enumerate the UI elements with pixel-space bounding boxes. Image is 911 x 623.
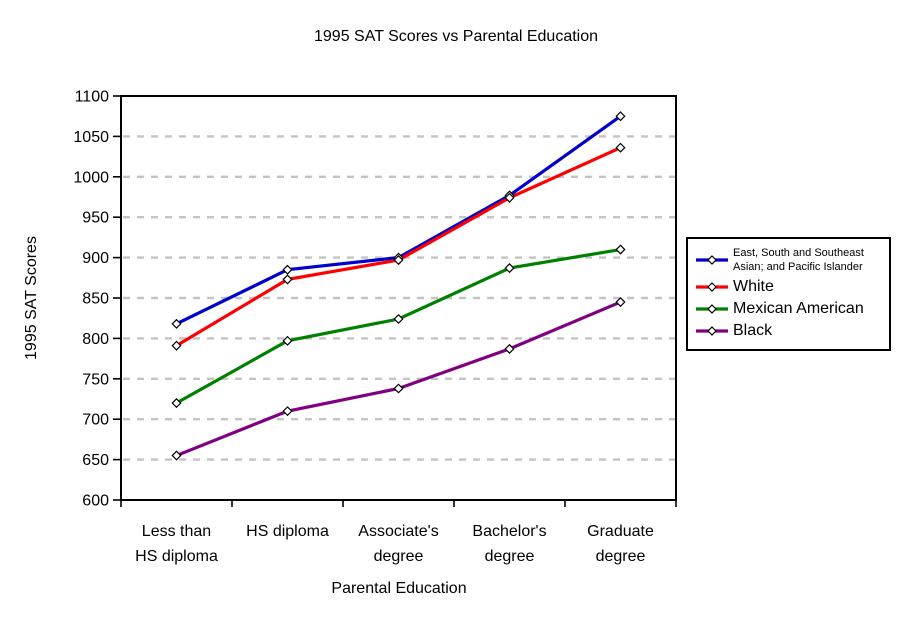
x-tick-label: Associate's degree <box>358 523 438 565</box>
data-point-marker-white <box>393 254 404 266</box>
legend-marker-mexican-american-icon <box>696 303 728 314</box>
data-point-marker-white <box>171 340 182 351</box>
y-tick-label: 800 <box>82 331 109 348</box>
data-point-marker-east-south-and-southeast-asian-and-pacific-islander <box>282 264 293 275</box>
data-point-marker-black <box>393 383 404 394</box>
legend-label: White <box>733 277 774 295</box>
data-point-marker-mexican-american <box>504 263 515 274</box>
y-tick-label: 750 <box>82 371 109 388</box>
x-axis-title: Parental Education <box>331 580 467 597</box>
data-point-marker-east-south-and-southeast-asian-and-pacific-islander <box>615 111 626 122</box>
legend-marker-black-icon <box>696 325 728 336</box>
data-point-marker-white <box>282 274 293 285</box>
legend-marker-east-south-and-southeast-asian-and-pacific-islander-icon <box>696 255 728 266</box>
x-tick-label: Bachelor's degree <box>472 523 546 565</box>
data-point-marker-mexican-american <box>282 335 293 346</box>
data-point-marker-white <box>615 142 626 153</box>
x-tick-label: Less than HS diploma <box>135 523 218 565</box>
legend-label: East, South and Southeast Asian; and Paci… <box>733 247 864 274</box>
plot-border <box>120 95 677 501</box>
legend-item-black: Black <box>695 321 884 341</box>
data-point-marker-white <box>504 192 515 203</box>
series-line-mexican-american <box>174 247 623 405</box>
data-point-marker-black <box>615 296 626 308</box>
legend-item-mexican-american: Mexican American <box>695 299 884 319</box>
data-point-marker-mexican-american <box>615 244 626 255</box>
y-tick-label: 700 <box>82 412 109 429</box>
y-tick-label: 900 <box>82 250 109 267</box>
legend: East, South and Southeast Asian; and Paci… <box>686 237 891 351</box>
legend-item-east-south-and-southeast-asian-and-pacific-islander: East, South and Southeast Asian; and Paci… <box>695 246 884 275</box>
y-tick-label: 1050 <box>73 129 109 146</box>
x-tick-label: Graduate degree <box>587 523 654 565</box>
series-line-black <box>174 300 623 458</box>
legend-item-white: White <box>695 277 884 297</box>
y-tick-label: 950 <box>82 210 109 227</box>
y-tick-label: 1000 <box>73 169 109 186</box>
data-point-marker-mexican-american <box>393 313 404 325</box>
y-tick-label: 850 <box>82 291 109 308</box>
x-tick-label: HS diploma <box>246 523 329 540</box>
data-point-marker-east-south-and-southeast-asian-and-pacific-islander <box>171 318 182 329</box>
y-tick-label: 1100 <box>75 89 110 106</box>
data-point-marker-black <box>171 450 182 461</box>
legend-marker-white-icon <box>696 281 728 292</box>
legend-label: Mexican American <box>733 299 864 317</box>
data-point-marker-mexican-american <box>171 397 182 409</box>
legend-label: Black <box>733 321 773 339</box>
series-line-east-south-and-southeast-asian-and-pacific-islander <box>174 114 623 326</box>
y-tick-label: 600 <box>82 493 109 510</box>
data-point-marker-black <box>504 343 515 354</box>
data-point-marker-black <box>282 406 293 417</box>
chart-title: 1995 SAT Scores vs Parental Education <box>313 28 599 45</box>
y-tick-label: 650 <box>82 452 109 469</box>
